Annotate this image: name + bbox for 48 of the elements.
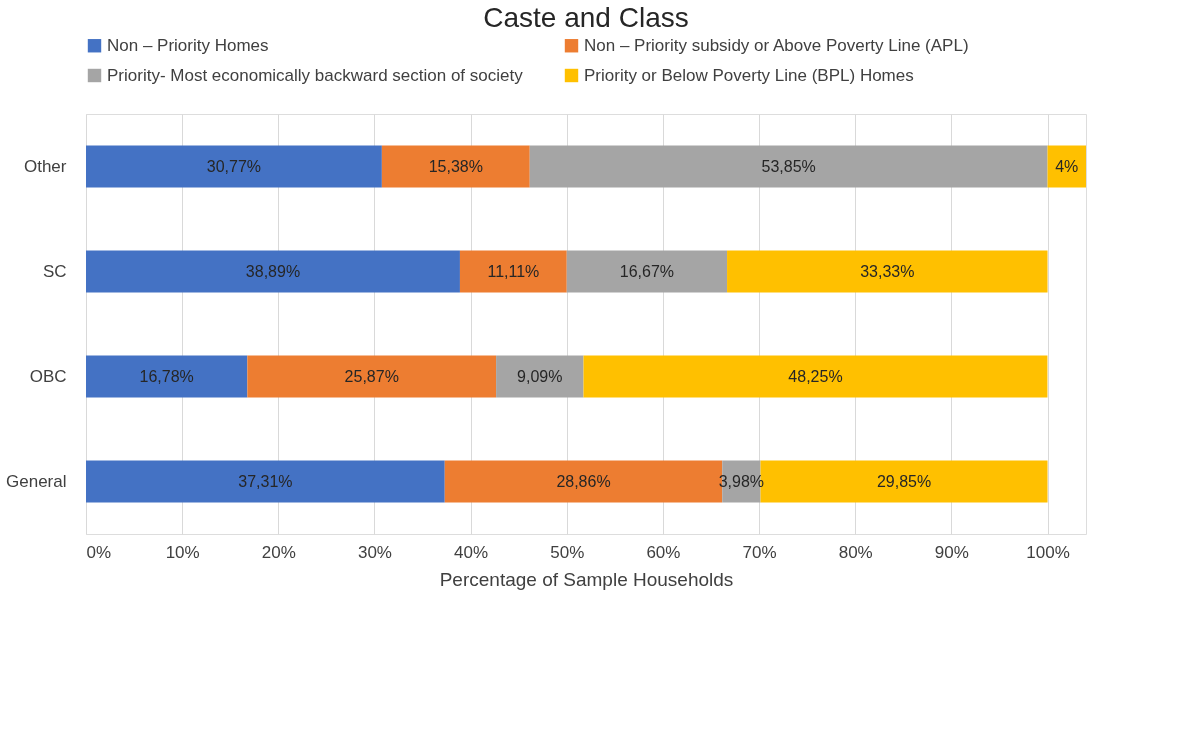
- legend-label: Priority or Below Poverty Line (BPL) Homes: [584, 65, 914, 85]
- bar: [86, 145, 382, 188]
- x-tick-label: 30%: [357, 542, 392, 562]
- x-tick-label: 40%: [454, 542, 489, 562]
- legend-label: Priority- Most economically backward section of society: [107, 65, 524, 85]
- x-tick-label: 100%: [1026, 542, 1070, 562]
- x-tick-label: 70%: [742, 542, 777, 562]
- bar: [727, 250, 1048, 293]
- x-tick-label: 20%: [261, 542, 296, 562]
- y-tick-label: OBC: [29, 366, 67, 386]
- x-tick-label: 10%: [165, 542, 200, 562]
- x-tick-label: 90%: [934, 542, 969, 562]
- legend-label: Non – Priority Homes: [107, 35, 269, 55]
- bar: [529, 145, 1048, 188]
- x-tick-label: 0%: [86, 542, 112, 562]
- x-tick-label: 60%: [646, 542, 681, 562]
- data-label: 37,31%: [238, 472, 293, 490]
- data-label: 16,67%: [619, 262, 675, 280]
- y-tick-label: SC: [42, 261, 67, 281]
- bar: [566, 250, 728, 293]
- bar: [86, 460, 445, 503]
- x-tick-label: 80%: [838, 542, 873, 562]
- bar: [247, 355, 497, 398]
- data-label: 16,78%: [139, 367, 194, 385]
- x-tick-label: 50%: [550, 542, 585, 562]
- data-label: 38,89%: [245, 262, 301, 280]
- bar: [583, 355, 1048, 398]
- data-label: 28,86%: [556, 472, 611, 490]
- data-label: 30,77%: [206, 157, 262, 175]
- bar: [459, 250, 567, 293]
- x-axis-title: Percentage of Sample Households: [439, 568, 734, 590]
- data-label: 33,33%: [860, 262, 915, 280]
- bar: [86, 355, 248, 398]
- chart-title: Caste and Class: [483, 2, 689, 33]
- bar: [381, 145, 530, 188]
- legend-label: Non – Priority subsidy or Above Poverty Line (APL): [584, 35, 969, 55]
- data-label: 29,85%: [876, 472, 932, 490]
- y-tick-label: Other: [23, 156, 67, 176]
- data-label: 11,11%: [487, 262, 540, 280]
- bar: [496, 355, 584, 398]
- data-label: 25,87%: [344, 367, 399, 385]
- y-tick-label: General: [6, 471, 67, 491]
- bar: [86, 250, 460, 293]
- data-label: 48,25%: [788, 367, 843, 385]
- data-label: 9,09%: [517, 367, 563, 385]
- data-label: 4%: [1055, 157, 1079, 175]
- data-label: 15,38%: [428, 157, 483, 175]
- data-label: 53,85%: [761, 157, 816, 175]
